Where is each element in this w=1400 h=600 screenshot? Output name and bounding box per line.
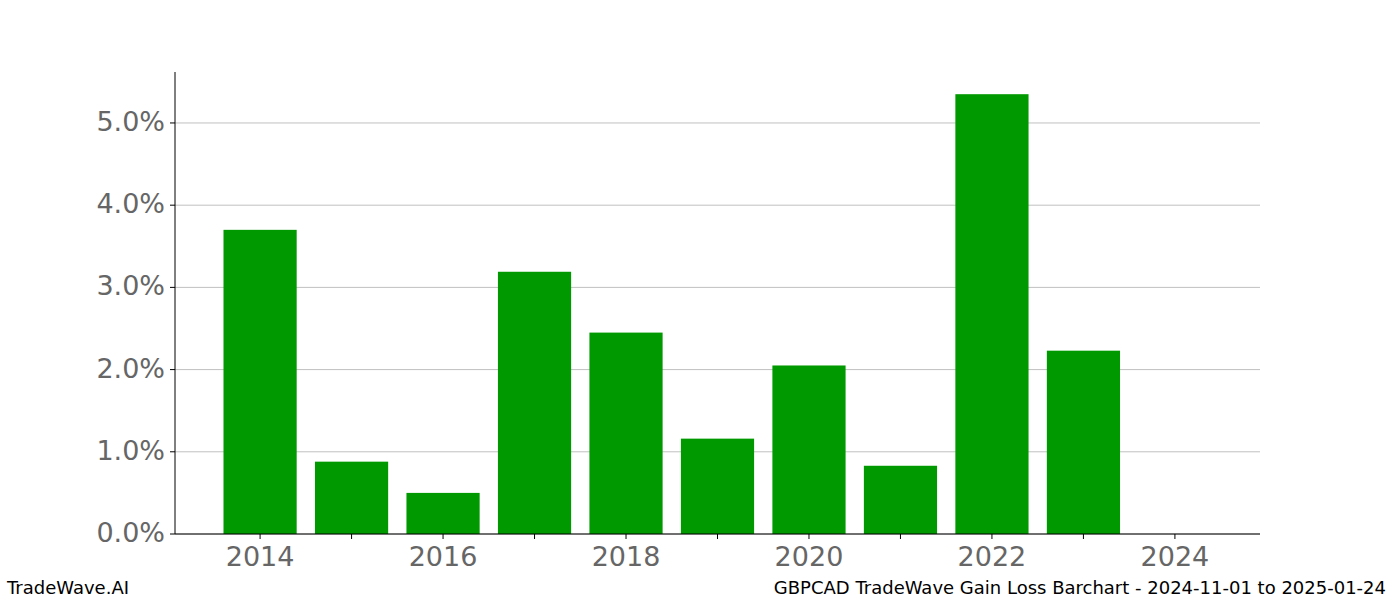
y-tick-label: 5.0% <box>96 106 165 137</box>
y-tick <box>170 205 175 206</box>
x-tick-label: 2020 <box>775 541 844 572</box>
y-tick <box>170 451 175 452</box>
bar <box>772 365 845 534</box>
grid-line <box>175 122 1260 123</box>
bar <box>864 466 937 534</box>
x-tick <box>808 534 809 539</box>
x-tick <box>443 534 444 539</box>
x-tick-label: 2014 <box>226 541 295 572</box>
chart: 0.0% 1.0% 2.0% 3.0% 4.0% 5.0% 2014 2016 2018 2020… <box>0 0 1400 600</box>
x-tick <box>1174 534 1175 539</box>
x-tick <box>991 534 992 539</box>
y-tick-label: 4.0% <box>96 188 165 219</box>
x-tick <box>351 534 352 539</box>
y-tick-label: 2.0% <box>96 353 165 384</box>
y-tick <box>170 369 175 370</box>
x-tick <box>900 534 901 539</box>
x-tick <box>626 534 627 539</box>
bar <box>955 94 1028 534</box>
x-tick-label: 2016 <box>409 541 478 572</box>
y-axis-line <box>175 72 176 534</box>
grid-line <box>175 287 1260 288</box>
y-tick <box>170 534 175 535</box>
title: GBPCAD TradeWave Gain Loss Barchart - 20… <box>774 577 1386 598</box>
x-tick <box>260 534 261 539</box>
watermark: TradeWave.AI <box>6 577 129 598</box>
bar <box>223 230 296 534</box>
x-tick <box>534 534 535 539</box>
bar <box>406 493 479 534</box>
x-tick-label: 2024 <box>1141 541 1210 572</box>
bar <box>589 333 662 534</box>
bar <box>681 439 754 534</box>
x-tick-label: 2018 <box>592 541 661 572</box>
x-tick-label: 2022 <box>958 541 1027 572</box>
bars <box>223 94 1120 534</box>
bar <box>315 462 388 534</box>
y-tick-label: 0.0% <box>96 517 165 548</box>
y-tick-label: 3.0% <box>96 270 165 301</box>
y-tick <box>170 122 175 123</box>
y-tick-label: 1.0% <box>96 435 165 466</box>
x-tick <box>1083 534 1084 539</box>
grid-line <box>175 205 1260 206</box>
bar <box>1047 351 1120 534</box>
y-tick <box>170 287 175 288</box>
bar <box>498 272 571 534</box>
x-tick <box>717 534 718 539</box>
